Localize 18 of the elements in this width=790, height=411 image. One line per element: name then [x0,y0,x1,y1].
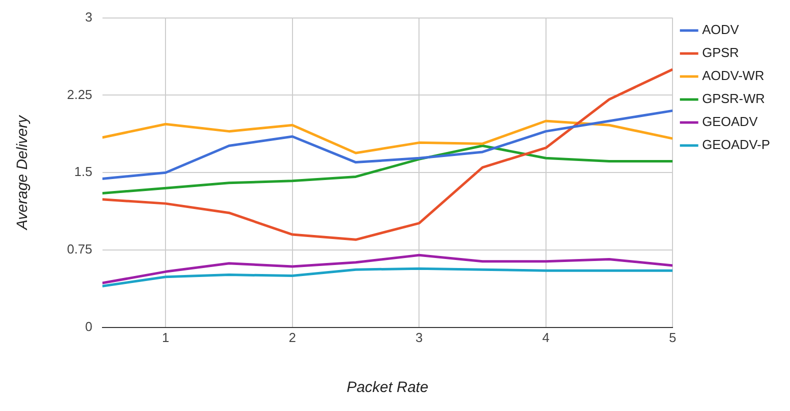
legend-label: AODV [702,22,740,38]
y-tick-label: 0.75 [66,242,92,257]
x-tick-label: 5 [668,330,676,345]
y-axis-title: Average Delivery [14,114,32,231]
y-tick-label: 1.5 [74,164,92,180]
y-tick-label: 0 [85,318,92,334]
x-tick-label: 2 [288,330,296,345]
x-axis-title: Packet Rate [346,379,428,396]
legend-label: GPSR-WR [702,91,765,106]
legend-label: GEOADV [702,114,758,130]
legend-label: GEOADV-P [702,137,770,152]
y-tick-label: 3 [85,9,92,24]
x-tick-label: 3 [416,330,423,345]
x-tick-label: 4 [542,330,550,345]
legend-label: GPSR [702,45,739,60]
x-tick-label: 1 [162,330,170,345]
y-tick-label: 2.25 [66,86,92,102]
legend-label: AODV-WR [702,68,764,84]
